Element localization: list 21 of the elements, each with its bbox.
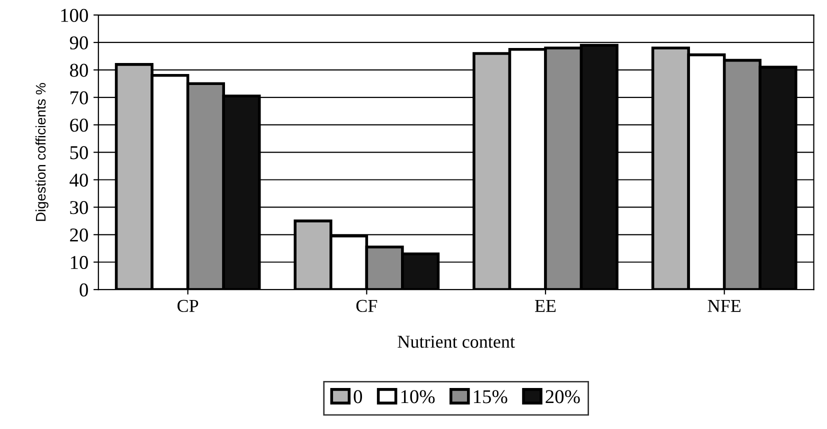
- y-tick-label: 90: [70, 36, 88, 50]
- y-tick-label: 40: [70, 174, 88, 187]
- y-tick-label: 60: [70, 118, 88, 132]
- x-tick-label: NFE: [708, 300, 741, 312]
- y-axis-title: Digestion cofficients %: [35, 83, 48, 221]
- y-tick-label: 70: [70, 91, 88, 104]
- x-tick-label: CF: [356, 300, 378, 312]
- legend-label: 20%: [546, 390, 580, 404]
- y-tick-label: 0: [80, 283, 88, 297]
- y-tick-label: 100: [61, 8, 88, 22]
- x-tick-label: CP: [178, 300, 198, 312]
- legend-label: 0: [354, 390, 362, 404]
- y-tick-label: 80: [70, 64, 88, 77]
- legend-label: 15%: [474, 390, 508, 404]
- legend-label: 10%: [401, 390, 435, 404]
- y-tick-label: 50: [70, 146, 88, 160]
- x-axis-title: Nutrient content: [398, 336, 515, 348]
- y-tick-label: 30: [70, 201, 88, 214]
- y-tick-label: 20: [70, 228, 88, 242]
- x-tick-label: EE: [535, 300, 556, 312]
- y-tick-label: 10: [70, 256, 88, 270]
